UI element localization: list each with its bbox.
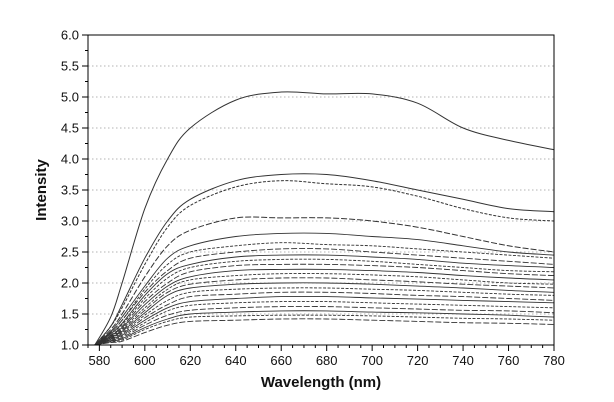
y-tick-label: 1.5 [61,307,79,322]
x-tick-label: 700 [361,353,383,368]
x-tick-label: 740 [452,353,474,368]
x-tick-label: 640 [225,353,247,368]
y-tick-label: 2.5 [61,245,79,260]
series-line-13 [94,277,555,346]
series-line-22 [94,318,555,346]
x-tick-label: 580 [89,353,111,368]
series-lines [94,91,555,346]
series-line-1 [94,91,555,346]
series-line-17 [94,295,555,346]
series-line-15 [94,287,555,346]
series-line-11 [94,268,555,346]
x-tick-label: 780 [543,353,565,368]
x-tick-label: 720 [407,353,429,368]
series-line-20 [94,310,555,346]
series-line-18 [94,301,555,346]
series-line-5 [94,232,555,346]
y-axis: 1.0 1.5 2.0 2.5 3.0 3.5 4.0 4.5 5.0 5.5 6.0 [61,28,88,353]
series-line-16 [94,291,555,346]
x-axis-title: Wavelength (nm) [261,374,381,391]
x-axis: 580 600 620 640 660 680 700 720 740 760 780 [87,345,565,368]
x-tick-label: 760 [498,353,520,368]
series-line-4 [94,216,555,346]
series-line-12 [94,273,555,346]
y-tick-label: 1.0 [61,338,79,353]
y-tick-label: 6.0 [61,28,79,43]
y-axis-title: Intensity [33,159,50,221]
y-tick-label: 3.0 [61,214,79,229]
x-tick-label: 620 [179,353,201,368]
series-line-9 [94,258,555,346]
y-tick-label: 3.5 [61,183,79,198]
series-line-3 [94,180,555,346]
y-tick-label: 4.5 [61,121,79,136]
series-line-19 [94,306,555,346]
series-line-21 [94,314,555,346]
series-line-6 [94,242,555,346]
series-line-7 [94,248,555,346]
series-line-8 [94,254,555,346]
series-line-2 [94,173,555,346]
y-tick-label: 5.0 [61,90,79,105]
series-line-10 [94,263,555,346]
series-line-14 [94,282,555,346]
x-tick-label: 660 [270,353,292,368]
grid-lines [88,65,554,315]
x-tick-label: 600 [134,353,156,368]
y-tick-label: 2.0 [61,276,79,291]
x-tick-label: 680 [316,353,338,368]
y-tick-label: 4.0 [61,152,79,167]
y-tick-label: 5.5 [61,59,79,74]
